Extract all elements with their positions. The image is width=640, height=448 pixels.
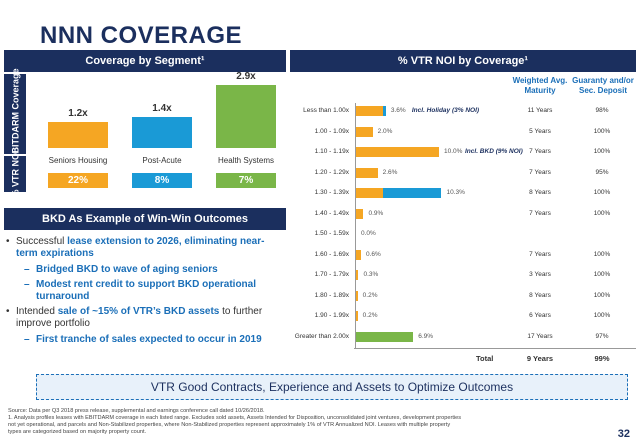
segment-noi-percent: 8%	[132, 173, 192, 188]
coverage-value-label: 6.9%	[418, 332, 434, 340]
coverage-by-segment-header: Coverage by Segment¹	[4, 50, 286, 72]
maturity-cell: 11 Years	[527, 107, 553, 114]
maturity-cell: 5 Years	[529, 127, 551, 135]
coverage-range-label: 1.70 - 1.79x	[314, 271, 349, 278]
coverage-by-segment-chart: 1.2x Seniors Housing 22% 1.4x Post-Acute 8% 2.…	[30, 70, 286, 194]
bullet-intended-sale: Intended sale of ~15% of VTR’s BKD asset…	[6, 306, 282, 330]
maturity-cell: 6 Years	[529, 312, 551, 319]
deposit-cell: 97%	[595, 332, 609, 340]
maturity-cell: 7 Years	[529, 250, 551, 258]
coverage-bar	[382, 188, 442, 198]
maturity-cell: 8 Years	[529, 189, 551, 196]
coverage-range-label: 1.60 - 1.69x	[314, 250, 349, 258]
coverage-bar	[383, 106, 386, 116]
coverage-bar	[356, 208, 364, 219]
maturity-cell: 7 Years	[529, 209, 551, 217]
coverage-range-label: 1.00 - 1.09x	[314, 127, 349, 135]
coverage-value-label: 0.3%	[363, 271, 379, 278]
segment-bar	[216, 84, 276, 148]
coverage-bar	[356, 188, 383, 198]
coverage-bar	[356, 331, 414, 342]
coverage-value-label: 0.0%	[361, 230, 376, 237]
coverage-range-label: Less than 1.00x	[303, 107, 349, 114]
footnote-1-line-3: types are categorized based on majority …	[8, 429, 147, 435]
coverage-value-label: 3.6%	[390, 107, 406, 114]
segment-noi-percent: 7%	[216, 173, 276, 188]
segment-value-label: 1.2x	[68, 107, 88, 119]
segment-value-label: 1.4x	[152, 103, 172, 115]
coverage-value-label: 10.3%	[446, 189, 465, 196]
coverage-range-label: 1.50 - 1.59x	[314, 230, 349, 237]
sub-bullet-rent-credit: Modest rent credit to support BKD operat…	[6, 279, 282, 303]
deposit-cell: 100%	[593, 127, 611, 135]
coverage-range-label: 1.90 - 1.99x	[314, 312, 349, 319]
segment-category-label: Seniors Housing	[48, 156, 108, 165]
noi-by-coverage-header: % VTR NOI by Coverage¹	[290, 50, 636, 72]
footnote-1-line-1: 1. Analysis profiles leases with EBITDAR…	[8, 415, 462, 421]
bkd-example-header: BKD As Example of Win-Win Outcomes	[4, 208, 286, 230]
coverage-bar	[356, 311, 358, 321]
footnote-1-line-2: not yet operational, and parcels and Non…	[8, 422, 451, 428]
segment-noi-percent: 22%	[48, 173, 108, 188]
coverage-range-label: 1.80 - 1.89x	[314, 291, 349, 299]
coverage-bar	[356, 147, 439, 157]
coverage-value-label: 2.0%	[377, 127, 393, 135]
coverage-bar	[356, 106, 384, 116]
coverage-range-label: 1.30 - 1.39x	[314, 189, 349, 196]
bkd-bullet-list: Successful lease extension to 2026, elim…	[6, 236, 282, 349]
total-divider	[354, 348, 636, 349]
sub-bullet-bridged: Bridged BKD to wave of aging seniors	[6, 264, 282, 276]
coverage-value-label: 2.6%	[382, 168, 398, 176]
coverage-bar	[356, 167, 378, 178]
coverage-value-label: 0.6%	[365, 250, 381, 258]
coverage-bar	[356, 270, 359, 280]
coverage-value-label: 0.9%	[368, 209, 384, 217]
coverage-axis-line	[355, 103, 356, 349]
deposit-cell: 98%	[595, 107, 609, 114]
deposit-cell: 100%	[593, 189, 611, 196]
segment-category-label: Post-Acute	[142, 156, 182, 165]
summary-banner: VTR Good Contracts, Experience and Asset…	[36, 374, 628, 400]
deposit-cell: 95%	[595, 168, 609, 176]
coverage-range-label: 1.10 - 1.19x	[314, 148, 349, 155]
deposit-cell: 100%	[593, 209, 611, 217]
total-deposit: 99%	[594, 354, 610, 363]
coverage-range-label: 1.20 - 1.29x	[314, 168, 349, 176]
coverage-note: Incl. Holiday (3% NOI)	[411, 107, 480, 114]
deposit-cell: 100%	[593, 291, 611, 299]
segment-value-label: 2.9x	[236, 70, 256, 82]
coverage-bar	[356, 126, 373, 137]
coverage-value-label: 10.0%	[444, 148, 463, 155]
source-footnote: Source: Data per Q3 2018 press release, …	[8, 408, 265, 414]
coverage-value-label: 0.2%	[362, 291, 378, 299]
maturity-cell: 7 Years	[529, 168, 551, 176]
bullet-lease-extension: Successful lease extension to 2026, elim…	[6, 236, 282, 260]
maturity-cell: 8 Years	[529, 291, 551, 299]
deposit-cell: 100%	[593, 271, 611, 278]
coverage-value-label: 0.2%	[362, 312, 378, 319]
coverage-range-label: 1.40 - 1.49x	[314, 209, 349, 217]
maturity-cell: 3 Years	[529, 271, 551, 278]
segment-bar	[132, 117, 192, 148]
total-maturity: 9 Years	[526, 354, 554, 363]
maturity-cell: 7 Years	[529, 148, 551, 155]
deposit-cell: 100%	[593, 148, 611, 155]
coverage-note: Incl. BKD (9% NOI)	[465, 148, 523, 155]
total-label: Total	[476, 354, 494, 363]
deposit-cell: 100%	[593, 250, 611, 258]
deposit-column-header: Guaranty and/or Sec. Deposit	[572, 76, 634, 95]
coverage-bar	[356, 249, 361, 260]
coverage-range-label: Greater than 2.00x	[294, 332, 349, 340]
sub-bullet-first-tranche: First tranche of sales expected to occur…	[6, 334, 282, 346]
ebitdarm-coverage-label: EBITDARM Coverage	[4, 68, 26, 160]
maturity-column-header: Weighted Avg. Maturity	[512, 76, 568, 95]
segment-category-label: Health Systems	[217, 156, 275, 165]
maturity-cell: 17 Years	[527, 332, 553, 340]
segment-bar	[48, 121, 108, 148]
deposit-cell: 100%	[593, 312, 611, 319]
page-number: 32	[617, 428, 630, 440]
coverage-bar	[356, 290, 358, 301]
page-title: NNN COVERAGE	[40, 22, 243, 49]
vtr-noi-label: % VTR NOI	[4, 150, 26, 198]
